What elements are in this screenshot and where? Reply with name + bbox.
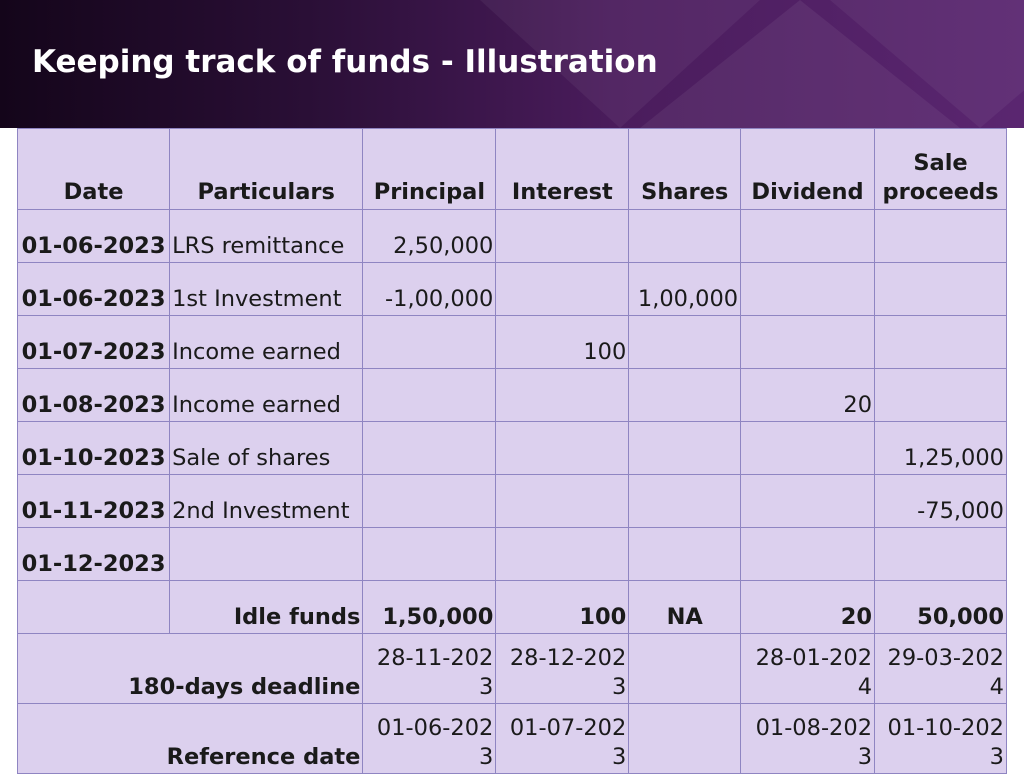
column-header-interest: Interest <box>495 128 630 210</box>
table-row: 01-07-2023 Income earned 100 <box>16 315 1007 369</box>
row-shares <box>628 421 742 475</box>
reference-sale-proceeds: 01-10-2023 <box>874 703 1007 774</box>
idle-funds-spacer <box>16 580 171 634</box>
table-row: 01-06-2023 1st Investment -1,00,000 1,00… <box>16 262 1007 316</box>
header-decoration <box>640 0 960 128</box>
row-shares <box>628 209 742 263</box>
row-principal: 2,50,000 <box>362 209 497 263</box>
funds-table: Date Particulars Principal Interest Shar… <box>16 128 1007 774</box>
column-header-dividend: Dividend <box>740 128 876 210</box>
idle-funds-row: Idle funds 1,50,000 100 NA 20 50,000 <box>16 580 1007 634</box>
row-date: 01-11-2023 <box>16 474 171 528</box>
row-principal <box>362 474 497 528</box>
row-sale-proceeds <box>874 368 1007 422</box>
row-principal <box>362 527 497 581</box>
table-row: 01-08-2023 Income earned 20 <box>16 368 1007 422</box>
idle-shares: NA <box>628 580 742 634</box>
deadline-shares <box>628 633 742 704</box>
deadline-row: 180-days deadline 28-11-2023 28-12-2023 … <box>16 633 1007 704</box>
deadline-principal: 28-11-2023 <box>362 633 497 704</box>
table-row: 01-12-2023 <box>16 527 1007 581</box>
idle-interest: 100 <box>495 580 630 634</box>
deadline-dividend: 28-01-2024 <box>740 633 876 704</box>
column-header-shares: Shares <box>628 128 742 210</box>
reference-interest: 01-07-2023 <box>495 703 630 774</box>
row-date: 01-12-2023 <box>16 527 171 581</box>
row-dividend <box>740 262 876 316</box>
row-principal <box>362 421 497 475</box>
table-row: 01-06-2023 LRS remittance 2,50,000 <box>16 209 1007 263</box>
row-date: 01-10-2023 <box>16 421 171 475</box>
row-shares <box>628 527 742 581</box>
row-dividend <box>740 421 876 475</box>
table-header-row: Date Particulars Principal Interest Shar… <box>16 128 1007 210</box>
reference-label: Reference date <box>16 703 364 774</box>
row-interest <box>495 527 630 581</box>
row-sale-proceeds <box>874 527 1007 581</box>
row-particulars: Income earned <box>169 368 364 422</box>
row-shares <box>628 474 742 528</box>
row-sale-proceeds <box>874 315 1007 369</box>
slide-title: Keeping track of funds - Illustration <box>32 44 658 80</box>
row-particulars: LRS remittance <box>169 209 364 263</box>
row-date: 01-07-2023 <box>16 315 171 369</box>
row-principal: -1,00,000 <box>362 262 497 316</box>
row-particulars: Income earned <box>169 315 364 369</box>
header-decoration <box>480 0 760 128</box>
row-particulars: 2nd Investment <box>169 474 364 528</box>
deadline-sale-proceeds: 29-03-2024 <box>874 633 1007 704</box>
deadline-interest: 28-12-2023 <box>495 633 630 704</box>
row-date: 01-06-2023 <box>16 209 171 263</box>
table-row: 01-11-2023 2nd Investment -75,000 <box>16 474 1007 528</box>
row-interest <box>495 474 630 528</box>
row-date: 01-08-2023 <box>16 368 171 422</box>
row-dividend: 20 <box>740 368 876 422</box>
row-shares <box>628 315 742 369</box>
column-header-particulars: Particulars <box>169 128 364 210</box>
row-dividend <box>740 315 876 369</box>
row-interest <box>495 421 630 475</box>
row-interest <box>495 209 630 263</box>
row-interest: 100 <box>495 315 630 369</box>
idle-sale-proceeds: 50,000 <box>874 580 1007 634</box>
row-dividend <box>740 209 876 263</box>
column-header-sale-proceeds: Sale proceeds <box>874 128 1007 210</box>
row-date: 01-06-2023 <box>16 262 171 316</box>
table-row: 01-10-2023 Sale of shares 1,25,000 <box>16 421 1007 475</box>
row-particulars: 1st Investment <box>169 262 364 316</box>
row-shares <box>628 368 742 422</box>
reference-row: Reference date 01-06-2023 01-07-2023 01-… <box>16 703 1007 774</box>
header-decoration <box>830 0 1024 128</box>
row-dividend <box>740 527 876 581</box>
row-sale-proceeds <box>874 262 1007 316</box>
reference-shares <box>628 703 742 774</box>
column-header-date: Date <box>16 128 171 210</box>
row-principal <box>362 315 497 369</box>
row-interest <box>495 368 630 422</box>
row-principal <box>362 368 497 422</box>
row-particulars: Sale of shares <box>169 421 364 475</box>
idle-principal: 1,50,000 <box>362 580 497 634</box>
idle-dividend: 20 <box>740 580 876 634</box>
row-sale-proceeds <box>874 209 1007 263</box>
row-shares: 1,00,000 <box>628 262 742 316</box>
row-dividend <box>740 474 876 528</box>
row-particulars <box>169 527 364 581</box>
column-header-principal: Principal <box>362 128 497 210</box>
row-sale-proceeds: 1,25,000 <box>874 421 1007 475</box>
slide-header: Keeping track of funds - Illustration <box>0 0 1024 128</box>
row-sale-proceeds: -75,000 <box>874 474 1007 528</box>
reference-dividend: 01-08-2023 <box>740 703 876 774</box>
reference-principal: 01-06-2023 <box>362 703 497 774</box>
idle-funds-label: Idle funds <box>169 580 364 634</box>
row-interest <box>495 262 630 316</box>
deadline-label: 180-days deadline <box>16 633 364 704</box>
